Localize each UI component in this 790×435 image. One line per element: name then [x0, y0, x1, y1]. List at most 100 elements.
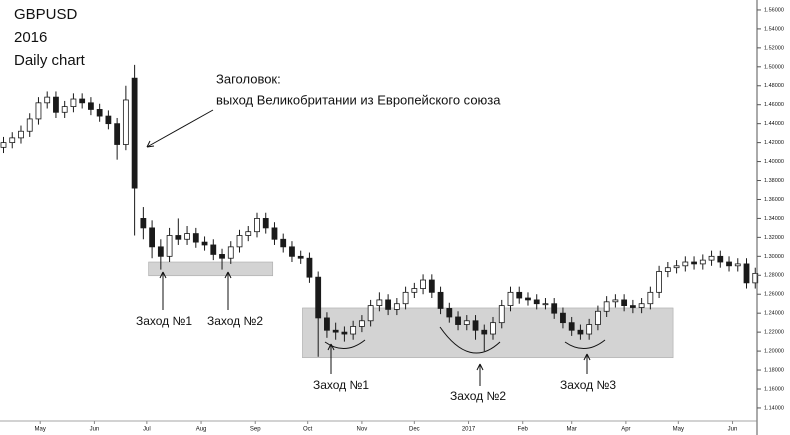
candle-body — [393, 303, 400, 310]
y-tick-label: 1.44000 — [764, 121, 784, 127]
x-tick-label: May — [35, 427, 46, 433]
y-tick-label: 1.14000 — [764, 405, 784, 411]
candle-body — [175, 235, 182, 240]
y-tick-label: 1.26000 — [764, 292, 784, 298]
y-tick-label: 1.40000 — [764, 159, 784, 165]
candle-body — [140, 218, 147, 229]
candle-body — [656, 271, 662, 293]
candle-body — [691, 261, 697, 265]
title: Daily chart — [14, 52, 86, 69]
candle-body — [70, 98, 77, 108]
candle-body — [490, 322, 496, 335]
x-tick-label: 2017 — [462, 427, 476, 433]
candle-body — [472, 320, 479, 331]
candle-body — [699, 259, 706, 265]
candle-body — [682, 261, 689, 267]
candle-body — [236, 235, 243, 248]
x-tick-label: Dec — [409, 427, 420, 433]
annotation: Заход №1 — [136, 314, 192, 328]
arrow-head — [146, 140, 155, 148]
y-tick-label: 1.30000 — [764, 254, 784, 260]
candle-body — [560, 312, 566, 324]
x-tick-label: Mar — [567, 427, 577, 433]
candle-body — [420, 279, 426, 289]
candle-body — [122, 99, 129, 145]
candle-body — [105, 115, 112, 125]
curve — [439, 326, 501, 354]
y-tick-label: 1.18000 — [764, 367, 784, 373]
candle-body — [717, 255, 724, 263]
annotation: Заход №3 — [560, 378, 616, 392]
x-tick-label: Nov — [357, 427, 368, 433]
candle-body — [708, 255, 715, 261]
candle-body — [44, 96, 51, 104]
candle-body — [525, 297, 531, 301]
x-tick-label: May — [673, 427, 684, 433]
y-tick-label: 1.50000 — [764, 64, 784, 70]
x-tick-label: Jun — [90, 427, 100, 433]
y-tick-label: 1.34000 — [764, 216, 784, 222]
y-tick-label: 1.52000 — [764, 45, 784, 51]
candle-body — [455, 316, 461, 325]
candle-body — [79, 98, 86, 104]
candle-body — [114, 123, 121, 145]
candle-body — [88, 102, 94, 110]
candle-body — [402, 291, 409, 305]
candle-body — [0, 142, 7, 148]
candle-body — [324, 317, 330, 331]
annotation: Заход №1 — [313, 378, 369, 392]
x-tick-label: Feb — [518, 427, 529, 433]
annotations — [146, 109, 606, 386]
title: GBPUSD — [14, 6, 78, 23]
candle-body — [726, 261, 732, 267]
x-tick-label: Oct — [303, 427, 313, 433]
candle-body — [341, 331, 348, 335]
candle-body — [664, 267, 671, 272]
curve — [324, 339, 366, 349]
candle-body — [210, 244, 217, 255]
y-tick-label: 1.48000 — [764, 83, 784, 89]
title: 2016 — [14, 29, 47, 46]
candle-body — [227, 246, 234, 259]
zone — [148, 261, 274, 277]
candle-body — [516, 291, 523, 299]
candle-body — [551, 303, 558, 314]
candle-body — [577, 329, 584, 335]
candle-body — [350, 326, 357, 335]
candle-body — [498, 305, 505, 324]
candle-body — [9, 137, 16, 144]
candle-body — [280, 238, 287, 248]
candle-body — [673, 265, 680, 269]
zones — [148, 261, 674, 359]
candle-body — [18, 130, 24, 139]
x-tick-label: Jul — [143, 427, 151, 433]
candle-body — [157, 246, 164, 257]
y-tick-label: 1.32000 — [764, 235, 784, 241]
candle-body — [192, 233, 199, 243]
candle-body — [53, 96, 59, 113]
candle-body — [96, 109, 103, 117]
annotation: Заголовок: — [216, 71, 281, 86]
candle-body — [184, 233, 190, 240]
candle-body — [271, 227, 278, 240]
candle-body — [254, 218, 260, 233]
y-tick-label: 1.54000 — [764, 26, 784, 32]
arrow-head — [159, 271, 167, 279]
candle-body — [35, 102, 42, 120]
candle-body — [647, 291, 654, 305]
y-tick-label: 1.36000 — [764, 197, 784, 203]
candle-body — [481, 329, 488, 335]
candle-body — [533, 299, 540, 305]
candle-body — [315, 276, 322, 319]
candle-body — [219, 254, 225, 259]
candle-body — [428, 279, 435, 293]
y-tick-label: 1.20000 — [764, 349, 784, 355]
y-tick-label: 1.46000 — [764, 102, 784, 108]
candle-body — [586, 324, 593, 335]
y-tick-label: 1.24000 — [764, 311, 784, 317]
candle-body — [131, 77, 138, 189]
candle-body — [306, 257, 313, 278]
arrow-head — [476, 363, 484, 371]
